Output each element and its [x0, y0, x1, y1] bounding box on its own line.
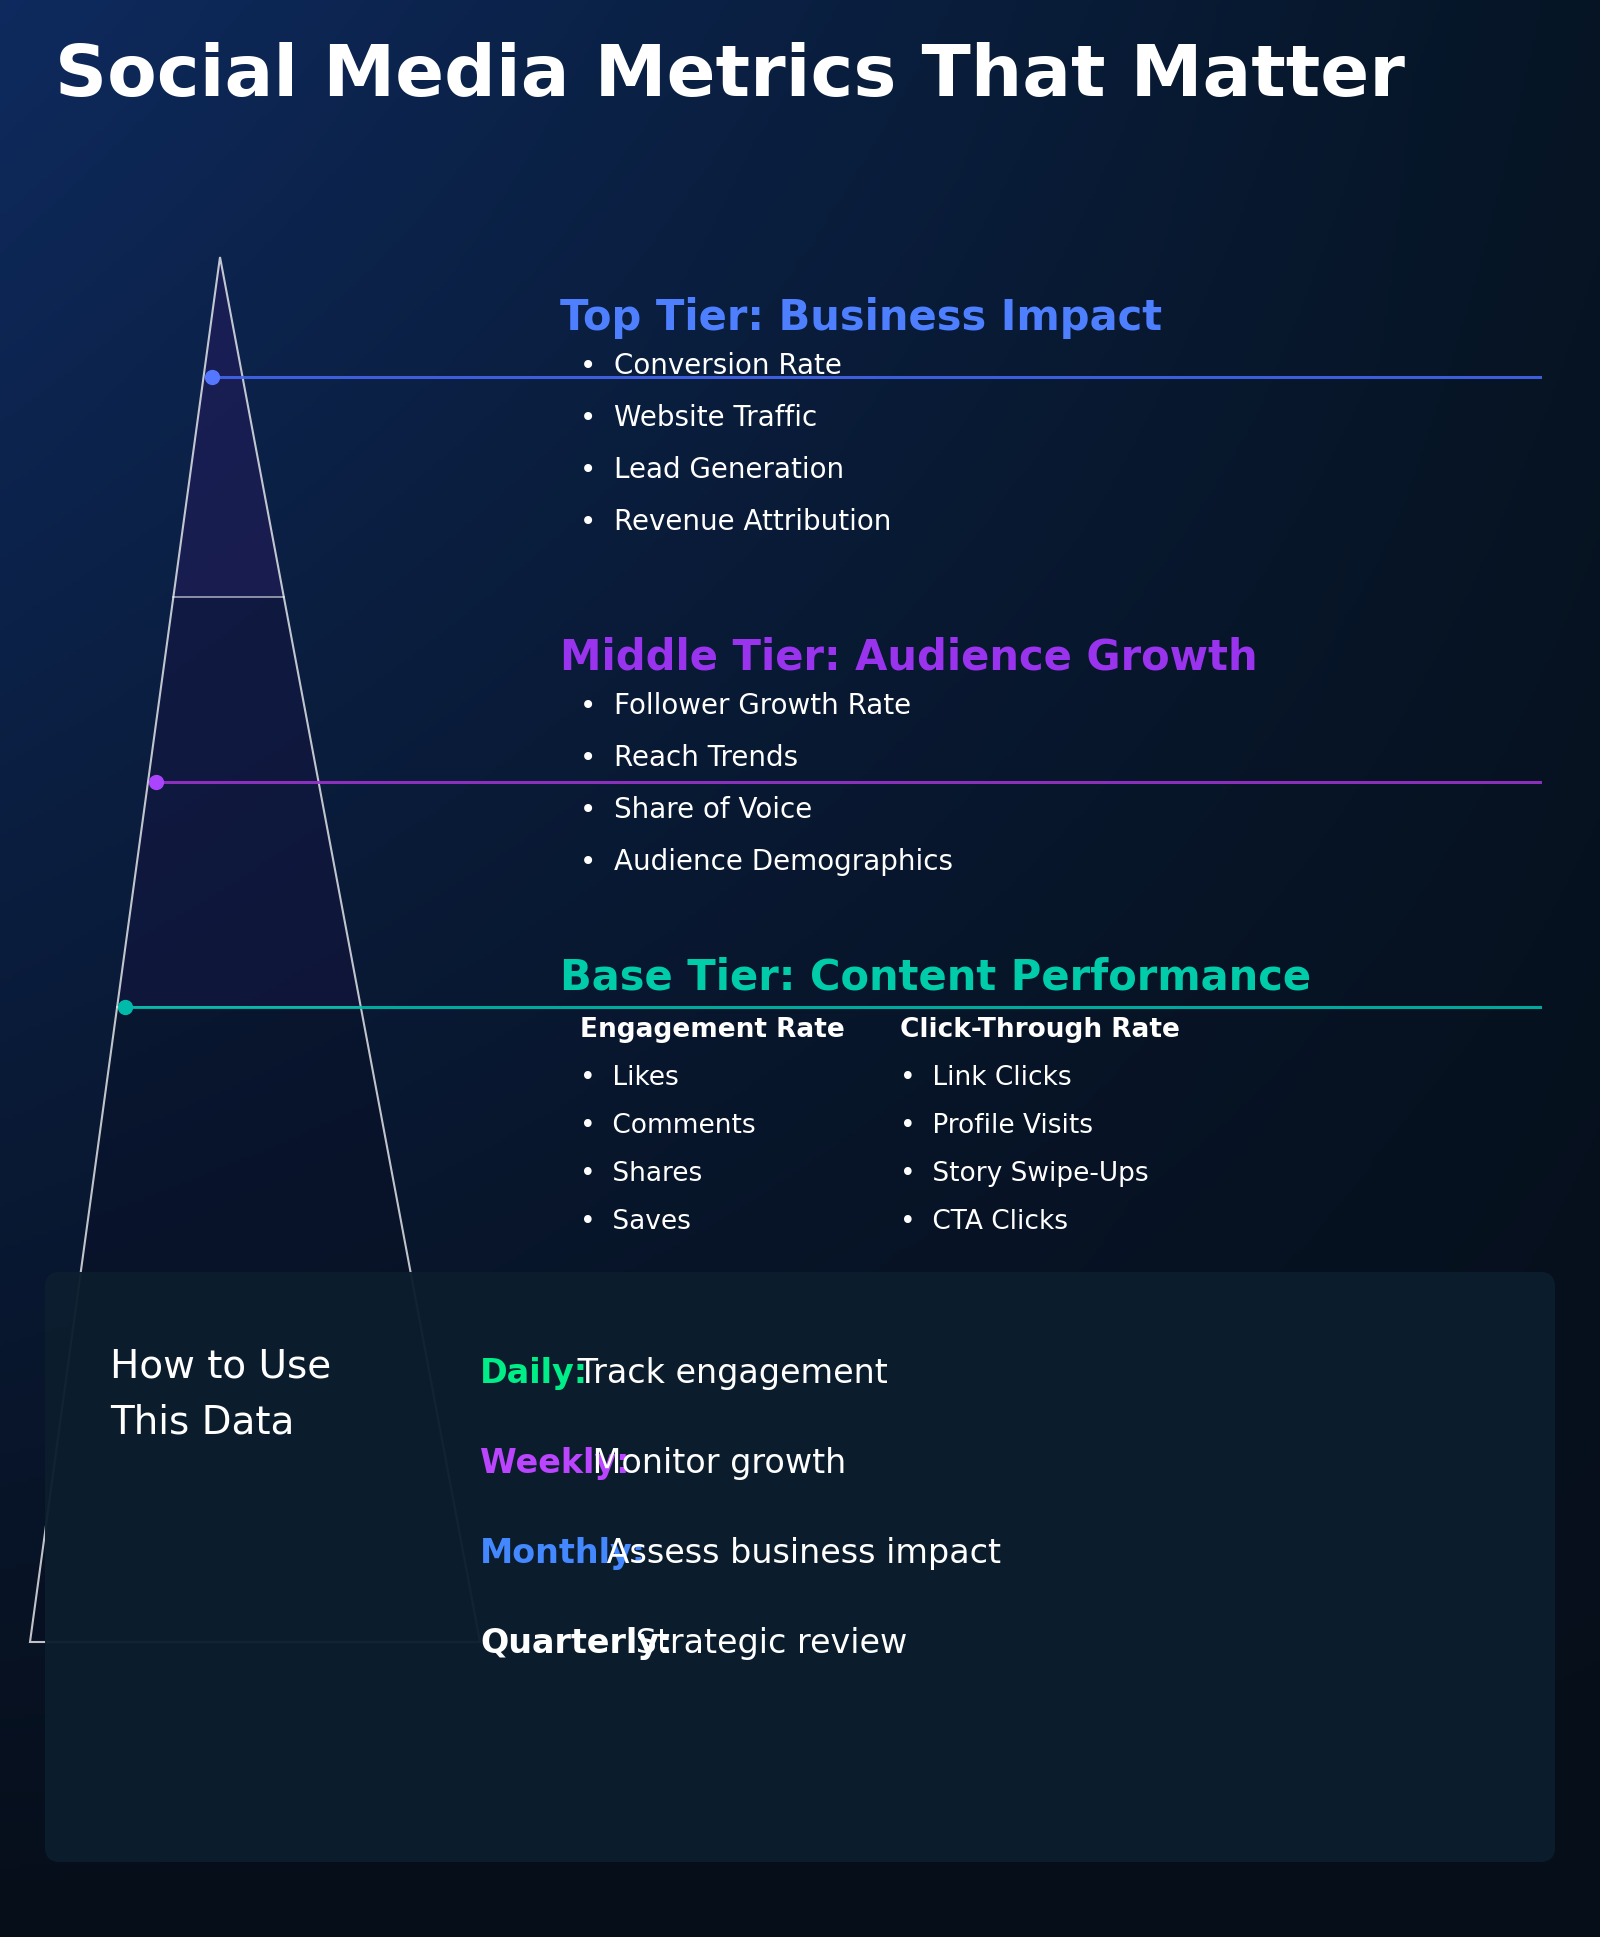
Text: Social Media Metrics That Matter: Social Media Metrics That Matter: [54, 43, 1405, 110]
Text: •  Conversion Rate: • Conversion Rate: [579, 353, 842, 380]
Text: Base Tier: Content Performance: Base Tier: Content Performance: [560, 957, 1310, 999]
Text: •  Lead Generation: • Lead Generation: [579, 455, 845, 484]
Text: •  Follower Growth Rate: • Follower Growth Rate: [579, 692, 910, 721]
Text: •  Link Clicks: • Link Clicks: [899, 1065, 1072, 1091]
Text: How to Use
This Data: How to Use This Data: [110, 1346, 331, 1441]
Text: Middle Tier: Audience Growth: Middle Tier: Audience Growth: [560, 637, 1258, 680]
Text: •  Revenue Attribution: • Revenue Attribution: [579, 507, 891, 537]
Text: Strategic review: Strategic review: [626, 1627, 907, 1660]
FancyBboxPatch shape: [45, 1273, 1555, 1861]
Text: Daily:: Daily:: [480, 1358, 589, 1391]
Polygon shape: [30, 1007, 480, 1643]
Text: Monthly:: Monthly:: [480, 1536, 646, 1571]
Text: Weekly:: Weekly:: [480, 1447, 629, 1480]
Text: •  Likes: • Likes: [579, 1065, 678, 1091]
Text: •  Audience Demographics: • Audience Demographics: [579, 848, 954, 876]
Text: •  Shares: • Shares: [579, 1160, 702, 1187]
Text: Quarterly:: Quarterly:: [480, 1627, 672, 1660]
Text: Engagement Rate: Engagement Rate: [579, 1017, 845, 1042]
Text: •  Share of Voice: • Share of Voice: [579, 796, 813, 823]
Polygon shape: [117, 597, 360, 1007]
Text: Click-Through Rate: Click-Through Rate: [899, 1017, 1179, 1042]
Text: Monitor growth: Monitor growth: [581, 1447, 846, 1480]
Text: Track engagement: Track engagement: [566, 1358, 888, 1391]
Text: •  Saves: • Saves: [579, 1209, 691, 1236]
Text: •  Story Swipe-Ups: • Story Swipe-Ups: [899, 1160, 1149, 1187]
Text: •  Comments: • Comments: [579, 1114, 755, 1139]
Text: •  CTA Clicks: • CTA Clicks: [899, 1209, 1069, 1236]
Text: Top Tier: Business Impact: Top Tier: Business Impact: [560, 296, 1162, 339]
Text: •  Reach Trends: • Reach Trends: [579, 744, 798, 773]
Text: Assess business impact: Assess business impact: [595, 1536, 1002, 1571]
Polygon shape: [173, 258, 283, 597]
Text: •  Profile Visits: • Profile Visits: [899, 1114, 1093, 1139]
Text: •  Website Traffic: • Website Traffic: [579, 405, 818, 432]
